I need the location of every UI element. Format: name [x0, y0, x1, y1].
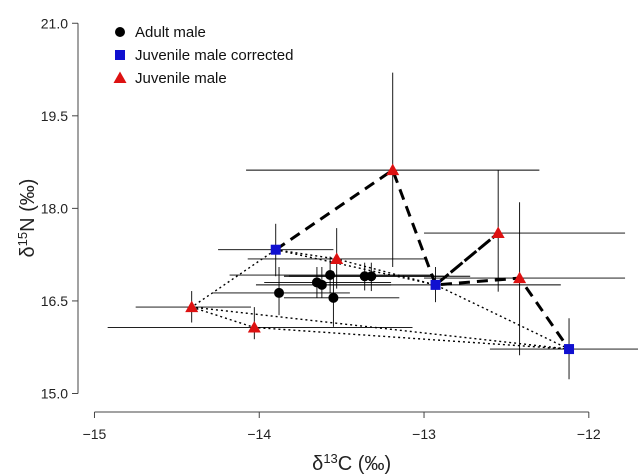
point-triangle [330, 252, 344, 264]
point-circle [328, 292, 339, 303]
point-circle [366, 271, 377, 282]
point-circle [316, 279, 327, 290]
data-points [185, 163, 575, 355]
point-square [430, 279, 441, 290]
y-tick-label: 15.0 [41, 385, 68, 401]
y-tick-label: 18.0 [41, 200, 68, 216]
point-triangle [185, 300, 199, 313]
y-tick-label: 16.5 [41, 293, 68, 309]
x-tick-label: −15 [83, 426, 107, 442]
point-square [270, 244, 281, 255]
y-tick-label: 21.0 [41, 15, 68, 31]
point-triangle [247, 320, 261, 333]
legend: Adult male Juvenile male corrected Juvenil… [113, 24, 293, 87]
legend-marker-square [115, 50, 125, 60]
point-triangle [386, 163, 400, 176]
legend-label: Adult male [135, 24, 206, 41]
y-axis-title: δ15N (‰) [15, 179, 40, 258]
legend-marker-circle [115, 27, 125, 37]
x-axis-title: δ13C (‰) [312, 451, 391, 475]
legend-label: Juvenile male corrected [135, 47, 293, 64]
x-tick-label: −13 [412, 426, 436, 442]
dotted-line [189, 249, 570, 350]
point-triangle [513, 271, 527, 284]
point-square [564, 344, 575, 355]
x-tick-label: −12 [577, 426, 601, 442]
y-tick-label: 19.5 [41, 108, 68, 124]
connecting-lines [189, 167, 571, 350]
legend-marker-triangle [113, 71, 127, 83]
legend-label: Juvenile male [135, 70, 227, 87]
axes: 15.0 16.5 18.0 19.5 21.0 −15 −14 −13 −12 [41, 15, 601, 442]
x-tick-label: −14 [247, 426, 271, 442]
point-circle [325, 270, 336, 281]
point-circle [274, 287, 285, 298]
point-triangle [491, 226, 505, 239]
